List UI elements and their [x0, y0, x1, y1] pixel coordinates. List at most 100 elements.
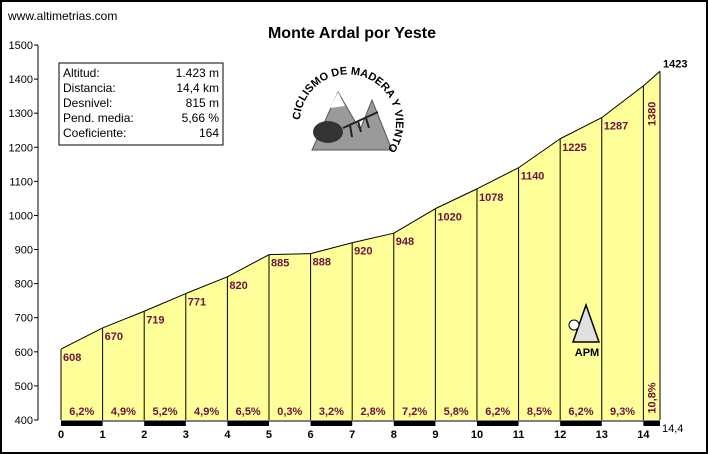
apm-mountain-icon [571, 302, 601, 343]
gradient-label: 7,2% [402, 406, 427, 418]
gradient-label: 3,2% [319, 406, 344, 418]
y-tick-label: 600 [15, 347, 33, 359]
stats-label-pendiente: Pend. media: [63, 111, 134, 125]
x-tick-label: 1 [100, 429, 106, 441]
y-tick-label: 700 [15, 313, 33, 325]
stats-value-desnivel: 815 m [186, 96, 219, 110]
x-tick-label: 4 [224, 429, 231, 441]
x-tick-label: 9 [432, 429, 438, 441]
gradient-label: 6,2% [568, 406, 593, 418]
stats-label-desnivel: Desnivel: [63, 96, 112, 110]
gradient-label: 2,8% [360, 406, 385, 418]
profile-segment [102, 310, 145, 329]
gradient-label: 9,3% [610, 406, 635, 418]
altitude-label: 1078 [479, 192, 503, 204]
altitude-label: 608 [63, 352, 81, 364]
summit-altitude-label: 1423 [663, 58, 687, 70]
gradient-label: 5,2% [152, 406, 177, 418]
y-tick-label: 400 [15, 415, 33, 427]
altitude-label: 888 [313, 257, 331, 269]
profile-segment [185, 276, 228, 294]
altitude-label: 1020 [437, 212, 461, 224]
x-tick-label: 12 [554, 429, 566, 441]
gradient-label: 6,5% [236, 406, 261, 418]
gradient-label: 6,2% [485, 406, 510, 418]
profile-segment [476, 167, 519, 190]
altitude-label: 771 [188, 297, 206, 309]
altitude-label: 920 [354, 246, 372, 258]
profile-segment [310, 242, 353, 255]
y-axis: 400 500 600 700 800 900 1000 1100 1200 1300 1400 15… [9, 40, 39, 427]
fish-head-icon [313, 121, 343, 143]
x-axis: 0 1 2 3 4 5 6 7 8 9 10 11 12 13 14 14,4 [58, 420, 683, 441]
profile-segment [393, 208, 436, 234]
profile-fill [61, 71, 660, 420]
profile-segment [60, 327, 103, 350]
km-scale-bar [643, 421, 660, 426]
x-tick-label: 13 [596, 429, 608, 441]
stats-label-altitud: Altitud: [63, 66, 100, 80]
profile-segment [435, 188, 478, 210]
km-scale-bar [476, 421, 519, 426]
y-tick-label: 1400 [9, 74, 33, 86]
km-scale-bar [310, 421, 353, 426]
x-tick-label: 7 [349, 429, 355, 441]
profile-segment [352, 232, 394, 244]
altitude-label: 885 [271, 258, 289, 270]
apm-cyclist-icon [568, 319, 580, 331]
fish-bone-icon [342, 111, 379, 138]
stats-value-coeficiente: 164 [199, 126, 219, 140]
y-tick-label: 1000 [9, 210, 33, 222]
x-tick-label: 5 [266, 429, 272, 441]
club-logo: CICLISMO DE MADERA Y VIENTO [291, 65, 405, 155]
gradient-label: 10,8% [647, 382, 659, 413]
apm-badge: APM [568, 302, 601, 359]
altitude-label: 670 [105, 331, 123, 343]
y-tick-label: 1500 [9, 40, 33, 52]
site-url: www.altimetrias.com [7, 9, 117, 23]
x-tick-label: 6 [308, 429, 314, 441]
profile-segment [227, 254, 270, 278]
altitude-label: 820 [229, 280, 247, 292]
km-scale-bar [560, 421, 602, 426]
profile-area: 608 670 719 771 820 885 888 920 948 1020 1078 1140 1… [60, 58, 687, 420]
km-scale-bar [227, 421, 269, 426]
y-tick-label: 1200 [9, 142, 33, 154]
x-end-label: 14,4 [662, 423, 683, 435]
profile-segment [268, 253, 311, 256]
altitude-label: 1140 [521, 171, 545, 183]
km-scale-bar [61, 421, 103, 426]
y-tick-label: 500 [15, 381, 33, 393]
profile-segment [559, 117, 602, 140]
x-tick-label: 3 [183, 429, 189, 441]
gradient-label: 6,2% [69, 406, 94, 418]
stats-value-pendiente: 5,66 % [182, 111, 220, 125]
snow-peak-icon [330, 92, 345, 108]
x-tick-label: 10 [471, 429, 483, 441]
gradient-label: 5,8% [444, 406, 469, 418]
km-scale-bar [144, 421, 186, 426]
stats-value-altitud: 1.423 m [176, 66, 219, 80]
altitude-label: 1287 [604, 121, 628, 133]
y-tick-label: 800 [15, 279, 33, 291]
x-tick-label: 8 [391, 429, 397, 441]
km-scale-bar [393, 421, 436, 426]
stats-box: Altitud: 1.423 m Distancia: 14,4 km Desn… [58, 62, 224, 146]
profile-segment [601, 85, 644, 119]
gradient-label: 8,5% [527, 406, 552, 418]
x-tick-label: 0 [58, 429, 64, 441]
x-tick-label: 14 [637, 429, 650, 441]
y-tick-label: 900 [15, 245, 33, 257]
gradient-label: 4,9% [111, 406, 136, 418]
gradient-label: 4,9% [194, 406, 219, 418]
altitude-label: 1225 [562, 142, 586, 154]
x-tick-label: 2 [141, 429, 147, 441]
y-tick-label: 1100 [9, 176, 33, 188]
y-tick-label: 1300 [9, 108, 33, 120]
profile-segment [143, 293, 186, 312]
gradient-label: 0,3% [277, 406, 302, 418]
profile-segment [518, 138, 561, 169]
profile-segment [643, 70, 661, 87]
chart-title: Monte Ardal por Yeste [268, 25, 436, 42]
